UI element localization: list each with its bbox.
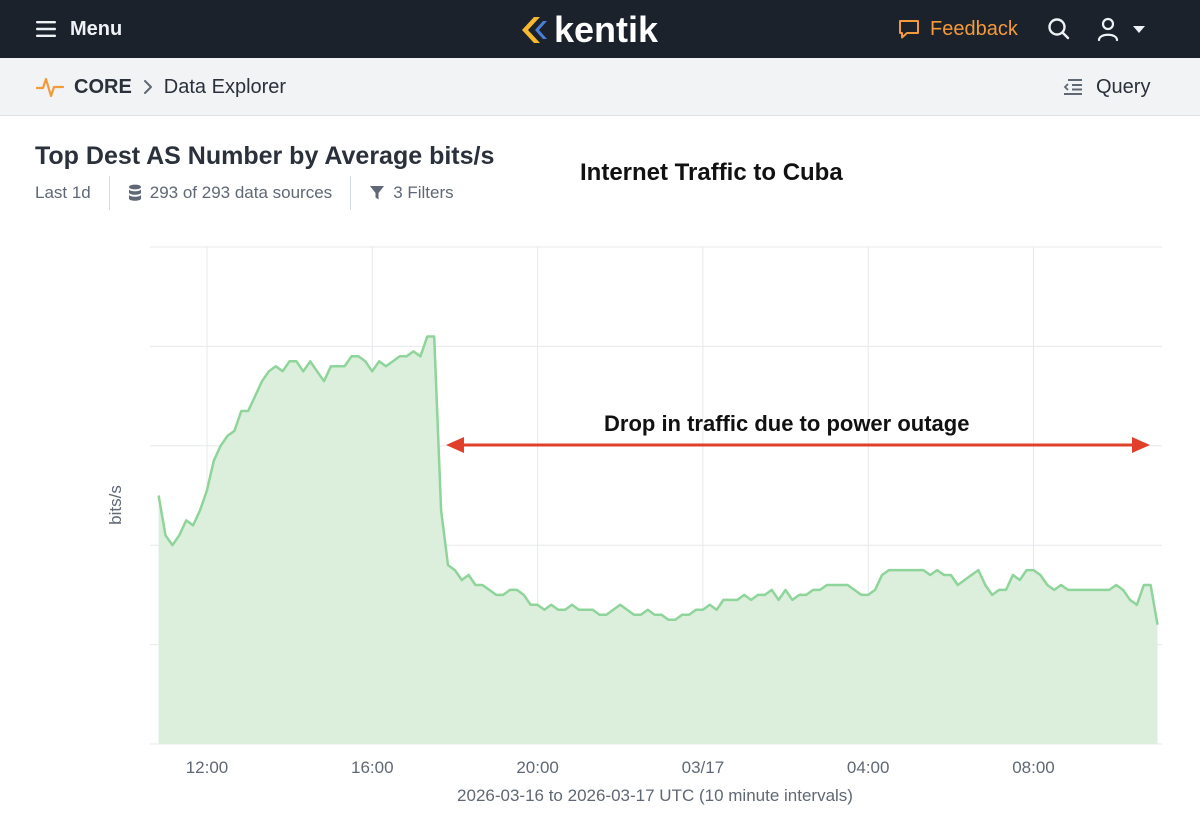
annotation-arrowhead-right bbox=[1132, 437, 1150, 453]
chart-meta-row: Last 1d 293 of 293 data sources 3 Filter… bbox=[35, 176, 454, 210]
filters-label: 3 Filters bbox=[393, 183, 454, 202]
series-line bbox=[157, 335, 1159, 625]
x-tick-label: 12:00 bbox=[186, 758, 229, 777]
data-sources[interactable]: 293 of 293 data sources bbox=[128, 183, 332, 203]
x-tick-label: 03/17 bbox=[682, 758, 725, 777]
x-tick-label: 04:00 bbox=[847, 758, 890, 777]
annotation-title: Internet Traffic to Cuba bbox=[580, 159, 843, 186]
y-axis-label: bits/s bbox=[106, 485, 125, 525]
kentik-logo-icon bbox=[522, 17, 547, 43]
menu-label: Menu bbox=[70, 17, 123, 40]
menu-button[interactable]: Menu bbox=[36, 17, 122, 41]
annotation-text: Drop in traffic due to power outage bbox=[604, 411, 970, 436]
chevron-right-icon bbox=[143, 80, 152, 94]
time-range[interactable]: Last 1d bbox=[35, 183, 91, 203]
breadcrumb-core[interactable]: CORE bbox=[74, 75, 132, 98]
user-icon bbox=[1097, 17, 1119, 42]
x-tick-label: 08:00 bbox=[1012, 758, 1055, 777]
feedback-button[interactable]: Feedback bbox=[898, 17, 1018, 41]
filters[interactable]: 3 Filters bbox=[369, 183, 454, 203]
query-label: Query bbox=[1096, 75, 1151, 98]
user-menu-button[interactable] bbox=[1096, 15, 1156, 43]
pulse-icon bbox=[36, 77, 64, 98]
database-icon bbox=[128, 184, 141, 201]
chart-title: Top Dest AS Number by Average bits/s bbox=[35, 142, 495, 170]
breadcrumb: CORE Data Explorer bbox=[36, 74, 286, 100]
caret-down-icon bbox=[1133, 26, 1145, 33]
x-tick-label: 16:00 bbox=[351, 758, 394, 777]
filter-icon bbox=[370, 186, 385, 200]
query-list-icon bbox=[1063, 79, 1082, 95]
hamburger-icon bbox=[36, 21, 56, 37]
logo-wordmark: kentik bbox=[554, 9, 659, 50]
search-icon bbox=[1048, 18, 1070, 40]
series-area bbox=[158, 336, 1158, 744]
divider bbox=[350, 176, 352, 210]
traffic-area-chart: 12:00 16:00 20:00 03/17 04:00 08:00 2026-03-16… bbox=[106, 246, 1162, 805]
speech-bubble-icon bbox=[899, 20, 919, 39]
feedback-label: Feedback bbox=[930, 17, 1018, 40]
kentik-logo[interactable]: kentik bbox=[518, 9, 659, 50]
x-tick-label: 20:00 bbox=[516, 758, 559, 777]
time-range-label: Last 1d bbox=[35, 183, 91, 202]
data-sources-label: 293 of 293 data sources bbox=[149, 183, 333, 202]
top-navigation-bar: Menu kentik Feedback bbox=[0, 0, 1200, 58]
search-button[interactable] bbox=[1046, 16, 1072, 42]
query-button[interactable]: Query bbox=[1062, 74, 1150, 100]
breadcrumb-bar: CORE Data Explorer Query bbox=[0, 58, 1200, 116]
annotation-arrowhead-left bbox=[446, 437, 464, 453]
divider bbox=[108, 176, 110, 210]
x-axis-label: 2026-03-16 to 2026-03-17 UTC (10 minute … bbox=[457, 786, 853, 805]
breadcrumb-data-explorer: Data Explorer bbox=[163, 75, 287, 98]
